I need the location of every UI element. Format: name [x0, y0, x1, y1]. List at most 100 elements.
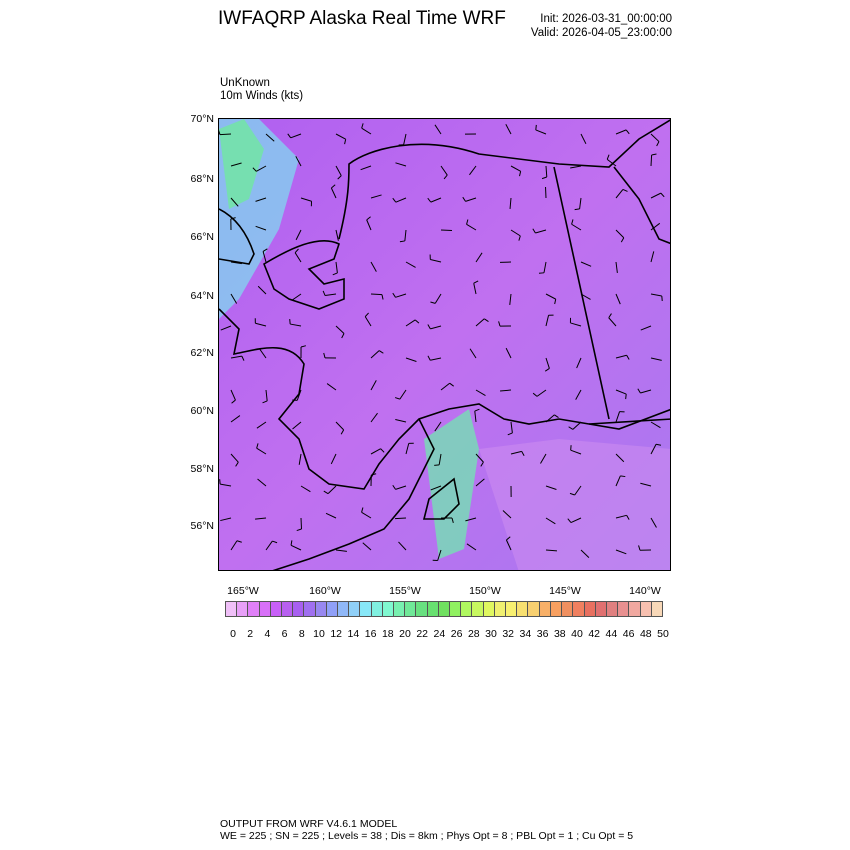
wind-barb: [615, 293, 621, 305]
wind-barb-flag: [434, 464, 440, 466]
colorbar-label: 46: [622, 628, 635, 640]
wind-barb: [535, 229, 547, 234]
wind-barb: [335, 133, 346, 140]
wind-barb: [257, 478, 267, 487]
colorbar-swatch: [618, 602, 630, 616]
colorbar-swatch: [416, 602, 428, 616]
wind-barb: [437, 549, 442, 561]
wind-barb: [509, 293, 512, 305]
colorbar-swatch: [282, 602, 294, 616]
wind-barb: [430, 485, 442, 491]
wind-barb-flag: [430, 301, 436, 304]
wind-barb: [327, 485, 337, 495]
wind-barb: [473, 283, 477, 295]
wind-barb: [570, 449, 582, 455]
wind-barb: [220, 517, 232, 522]
wind-barb: [405, 357, 417, 362]
wind-barb-flag: [272, 540, 278, 544]
wind-barb: [230, 389, 236, 401]
wind-barb: [403, 133, 407, 145]
wind-barb: [505, 347, 512, 359]
colorbar-label: 10: [313, 628, 325, 640]
lon-label: 155°W: [389, 585, 421, 597]
wind-barb: [370, 350, 380, 359]
colorbar-swatch: [573, 602, 585, 616]
wind-barb: [370, 448, 381, 455]
lon-label: 140°W: [629, 585, 661, 597]
colorbar-swatch: [360, 602, 372, 616]
wind-barb: [615, 354, 627, 359]
wind-barb: [262, 251, 267, 263]
wind-barb: [545, 315, 550, 327]
gulf-field: [479, 439, 670, 570]
wind-barb: [535, 129, 547, 135]
wind-barb-flag: [262, 400, 268, 404]
colorbar-label: 6: [281, 628, 288, 640]
wind-map: [218, 118, 671, 571]
wind-barb: [394, 517, 407, 520]
wind-barb: [295, 156, 302, 167]
wind-barb: [580, 133, 587, 145]
wind-barb-flag: [392, 484, 396, 490]
wind-barb: [290, 544, 302, 551]
colorbar-swatch: [405, 602, 417, 616]
wind-barb: [434, 293, 442, 304]
wind-barb: [650, 192, 662, 199]
wind-barb: [230, 540, 238, 551]
wind-barbs: [219, 123, 665, 561]
wind-barb: [615, 453, 625, 463]
wind-barb-flag: [541, 176, 547, 180]
wind-barb-flag: [241, 355, 245, 361]
wind-barb-flag: [366, 216, 371, 221]
wind-barb: [575, 389, 582, 400]
colorbar-swatch: [338, 602, 350, 616]
colorbar-swatch: [562, 602, 574, 616]
colorbar-label: 42: [588, 628, 601, 640]
colorbar-swatch: [259, 602, 271, 616]
lat-label: 64°N: [190, 290, 214, 302]
wind-barb: [545, 293, 556, 300]
wind-barb-flag: [392, 292, 396, 298]
wind-barb: [475, 478, 485, 487]
wind-barb-flag: [392, 197, 397, 203]
wind-barb: [265, 389, 268, 401]
colorbar-label: 18: [381, 628, 394, 640]
wind-barb-flag: [361, 507, 364, 513]
wind-barb-flag: [296, 528, 302, 532]
wind-barb: [466, 543, 477, 551]
wind-barb: [265, 540, 273, 551]
wind-barb: [364, 316, 372, 327]
wind-barb-flag: [620, 237, 625, 243]
wind-barb: [335, 325, 345, 334]
wind-barb: [640, 389, 652, 394]
wind-barb-flag: [651, 153, 657, 156]
wind-barb-flag: [638, 545, 641, 551]
colorbar-label: 24: [433, 628, 446, 640]
lon-label: 145°W: [549, 585, 581, 597]
wind-barb-flag: [656, 141, 660, 147]
wind-barb: [395, 418, 407, 423]
wind-barb: [509, 197, 512, 210]
wind-barb-flag: [427, 197, 432, 203]
wind-barb-flag: [484, 318, 489, 322]
colorbar-swatch: [517, 602, 529, 616]
lat-label: 68°N: [190, 173, 214, 185]
footer-model: OUTPUT FROM WRF V4.6.1 MODEL: [220, 818, 398, 830]
wind-barb-flag: [660, 192, 665, 198]
wind-barb: [469, 165, 477, 176]
wind-barb: [219, 133, 232, 136]
wind-barb-flag: [341, 333, 345, 339]
colorbar: [225, 601, 663, 617]
wind-barb: [615, 475, 621, 487]
wind-barb: [430, 197, 442, 203]
wind-barb-flag: [480, 461, 484, 467]
wind-barb-flag: [337, 175, 342, 180]
wind-barb-flag: [626, 515, 630, 520]
lat-label: 66°N: [190, 231, 214, 243]
wind-barb: [330, 187, 337, 199]
lon-label: 150°W: [469, 585, 501, 597]
wind-barb-flag: [344, 139, 347, 145]
wind-barb: [294, 252, 302, 263]
colorbar-swatch: [640, 602, 652, 616]
wind-barb: [640, 482, 652, 487]
